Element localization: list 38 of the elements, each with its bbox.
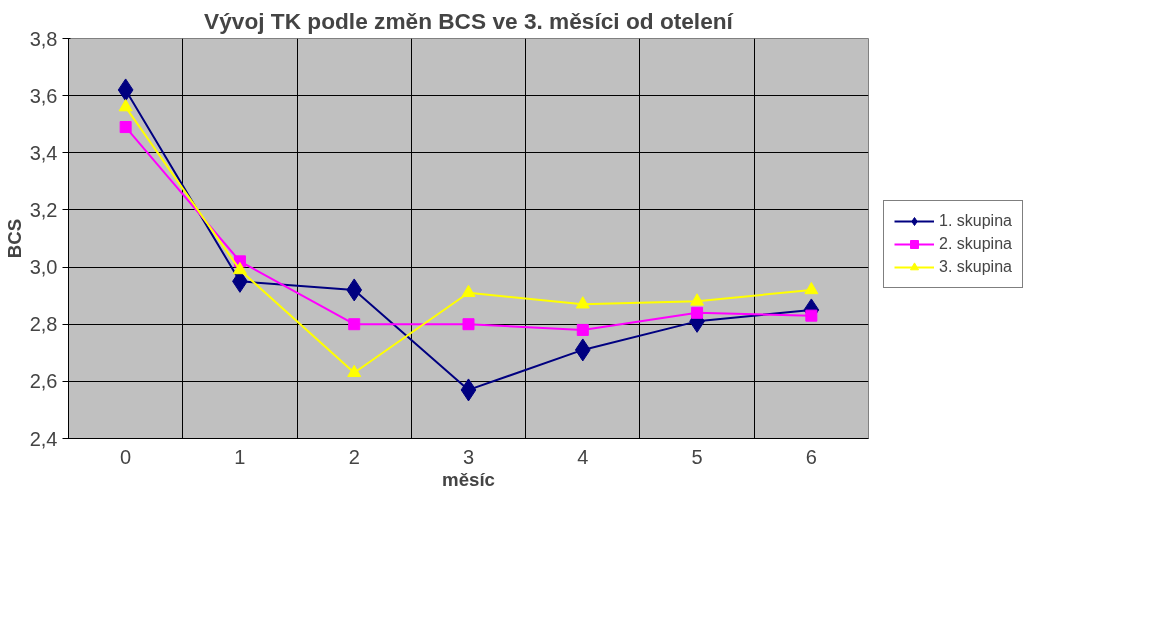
point bbox=[461, 284, 476, 298]
point bbox=[348, 318, 361, 331]
x-axis-title: měsíc bbox=[442, 468, 495, 490]
x-tick-label: 6 bbox=[805, 445, 817, 468]
point bbox=[117, 78, 134, 102]
point bbox=[804, 281, 819, 295]
point bbox=[690, 293, 705, 306]
point bbox=[575, 296, 590, 309]
point bbox=[460, 378, 477, 402]
point bbox=[347, 364, 362, 378]
y-tick-label: 3,8 bbox=[29, 27, 58, 50]
x-tick-label: 2 bbox=[348, 445, 360, 468]
x-tick-label: 5 bbox=[691, 445, 703, 468]
x-tick-label: 1 bbox=[234, 445, 246, 468]
y-tick-label: 2,6 bbox=[29, 370, 58, 393]
y-tick-label: 3,2 bbox=[29, 198, 58, 221]
point bbox=[118, 99, 133, 112]
point bbox=[805, 309, 818, 322]
point bbox=[574, 338, 591, 362]
y-tick-label: 3,6 bbox=[29, 84, 58, 107]
point bbox=[462, 318, 475, 331]
x-tick-label: 3 bbox=[462, 445, 475, 468]
point bbox=[119, 121, 132, 134]
x-tick-label: 0 bbox=[120, 445, 132, 468]
y-axis-title: BCS bbox=[3, 218, 25, 259]
point bbox=[232, 261, 247, 275]
point bbox=[691, 306, 704, 319]
legend-label: 1. skupina bbox=[939, 212, 1012, 230]
point bbox=[346, 278, 363, 302]
legend-label: 2. skupina bbox=[939, 235, 1012, 253]
point bbox=[576, 323, 589, 336]
y-tick-label: 2,8 bbox=[29, 313, 58, 336]
y-tick-label: 3,4 bbox=[29, 141, 58, 164]
y-tick-label: 2,4 bbox=[29, 427, 58, 450]
legend-label: 3. skupina bbox=[939, 258, 1012, 276]
x-tick-label: 4 bbox=[577, 445, 589, 468]
chart-title: Vývoj TK podle změn BCS ve 3. měsíci od otelení bbox=[204, 7, 734, 34]
y-tick-label: 3,0 bbox=[29, 256, 58, 279]
